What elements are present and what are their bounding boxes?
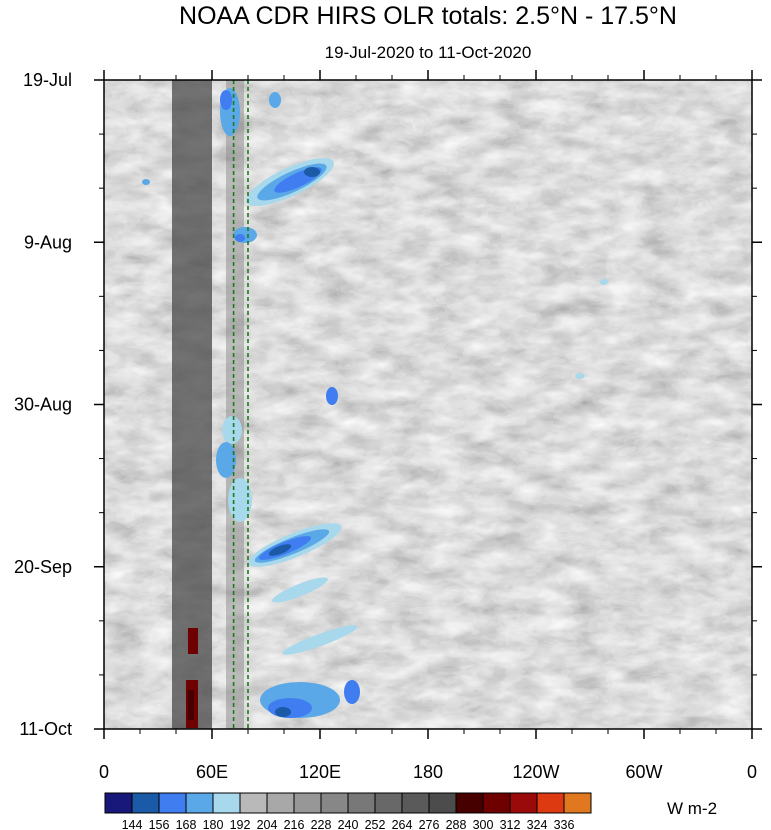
high-olr-patches [186,628,198,728]
colorbar-swatch [266,792,295,814]
colorbar-swatch [185,792,214,814]
colorbar-swatch [347,792,376,814]
y-axis: 19-Jul 9-Aug 30-Aug 20-Sep 11-Oct [14,70,762,739]
x-axis: 0 60E 120E 180 120W 60W 0 [99,70,757,782]
x-tick-label: 0 [747,762,757,782]
colorbar-swatch [401,792,430,814]
colorbar-swatch [509,792,538,814]
colorbar-swatch [374,792,403,814]
chart-subtitle: 19-Jul-2020 to 11-Oct-2020 [325,43,532,62]
colorbar-swatch [239,792,268,814]
colorbar: 144 156 168 180 192 204 216 228 240 252 264 276 288 3… [104,792,592,830]
colorbar-swatch [482,792,511,814]
colorbar-level-label: 336 [554,818,575,830]
y-tick-label: 9-Aug [24,232,72,252]
reference-lines [232,80,249,729]
colorbar-level-label: 204 [257,818,278,830]
colorbar-swatch [131,792,160,814]
y-tick-label: 20-Sep [14,557,72,577]
colorbar-unit-label: W m-2 [667,799,717,818]
colorbar-swatch [104,792,133,814]
y-tick-label: 30-Aug [14,395,72,415]
colorbar-level-label: 192 [230,818,251,830]
colorbar-level-label: 312 [500,818,521,830]
colorbar-level-label: 264 [392,818,413,830]
colorbar-level-label: 324 [527,818,548,830]
colorbar-level-label: 168 [176,818,197,830]
x-tick-label: 180 [413,762,443,782]
x-tick-label: 120E [299,762,341,782]
colorbar-level-label: 228 [311,818,332,830]
colorbar-level-label: 300 [473,818,494,830]
colorbar-swatch [563,792,592,814]
y-tick-label: 19-Jul [23,70,72,90]
colorbar-level-label: 180 [203,818,224,830]
colorbar-swatch [428,792,457,814]
colorbar-swatch [158,792,187,814]
chart-title: NOAA CDR HIRS OLR totals: 2.5°N - 17.5°N [179,2,677,30]
colorbar-level-label: 216 [284,818,305,830]
colorbar-swatch [536,792,565,814]
colorbar-swatch [212,792,241,814]
colorbar-level-label: 252 [365,818,386,830]
x-tick-label: 0 [99,762,109,782]
colorbar-level-label: 156 [149,818,170,830]
colorbar-level-label: 240 [338,818,359,830]
x-tick-label: 60E [196,762,228,782]
colorbar-level-label: 276 [419,818,440,830]
colorbar-swatch [455,792,484,814]
colorbar-level-label: 144 [122,818,143,830]
heatmap-field [104,80,752,729]
x-tick-label: 120W [512,762,559,782]
x-tick-label: 60W [625,762,662,782]
colorbar-swatch [320,792,349,814]
colorbar-level-label: 288 [446,818,467,830]
y-tick-label: 11-Oct [19,719,72,739]
colorbar-swatch [293,792,322,814]
